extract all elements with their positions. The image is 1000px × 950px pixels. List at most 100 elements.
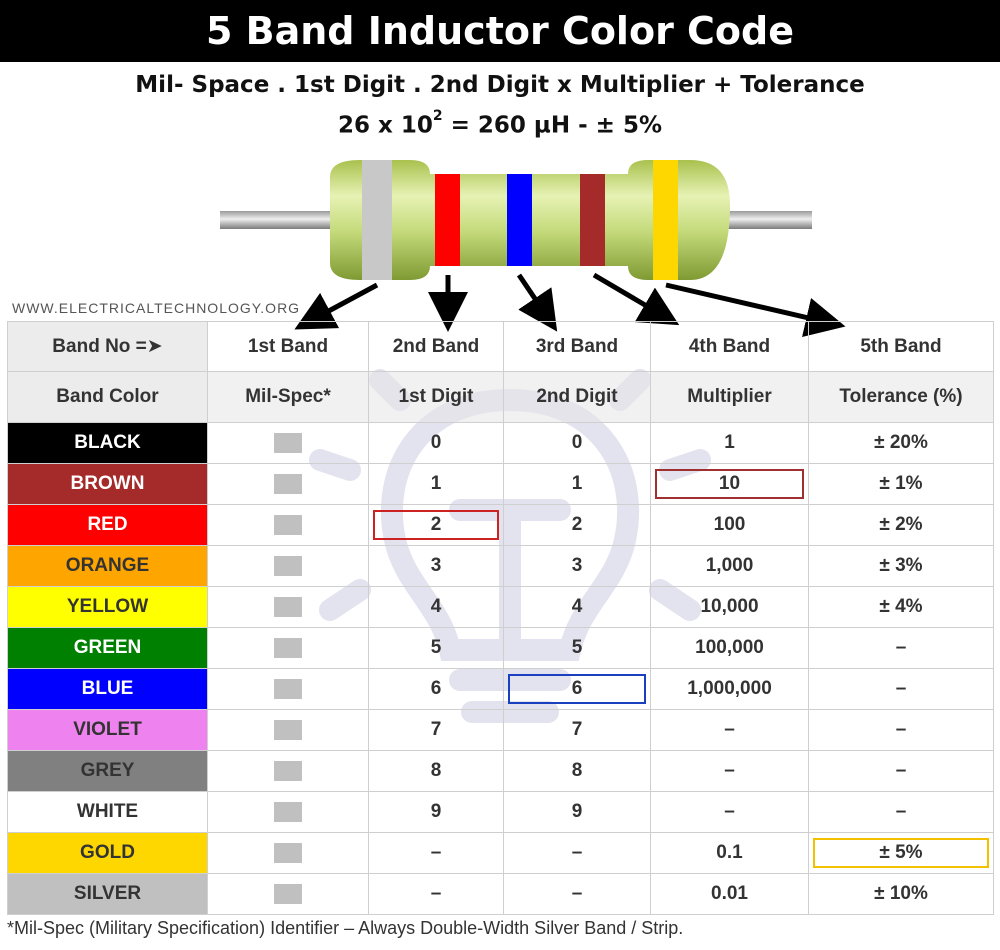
second-digit-cell-value: 1 [571, 473, 583, 494]
multiplier-cell: 100 [650, 504, 809, 546]
second-digit-cell-value: 8 [571, 760, 583, 781]
band-4 [580, 160, 605, 280]
color-name-cell: GREY [7, 750, 208, 792]
mil-spec-swatch [274, 637, 302, 658]
header-2nd-band: 2nd Band [368, 321, 504, 372]
second-digit-cell-value: 5 [571, 637, 583, 658]
first-digit-cell: 9 [368, 791, 504, 833]
color-name-cell: WHITE [7, 791, 208, 833]
header-2nd-digit: 2nd Digit [503, 371, 651, 423]
highlight-box [655, 469, 804, 499]
mil-spec-swatch [274, 801, 302, 822]
color-code-table: Band No =➤ 1st Band 2nd Band 3rd Band 4t… [7, 321, 994, 915]
header-mil-spec: Mil-Spec* [207, 371, 369, 423]
tolerance-cell-value: ± 4% [879, 596, 923, 617]
mil-spec-swatch [274, 514, 302, 535]
table-row: WHITE 9 9 – – [7, 791, 994, 833]
first-digit-cell-value: – [430, 842, 442, 863]
color-name-cell: YELLOW [7, 586, 208, 628]
inductor-diagram [220, 160, 846, 337]
mil-spec-cell [207, 586, 369, 628]
highlight-box [508, 674, 646, 704]
first-digit-cell: 7 [368, 709, 504, 751]
second-digit-cell: 8 [503, 750, 651, 792]
tolerance-cell-value: ± 2% [879, 514, 923, 535]
mil-spec-swatch [274, 555, 302, 576]
second-digit-cell: 3 [503, 545, 651, 587]
first-digit-cell: – [368, 832, 504, 874]
first-digit-cell: 5 [368, 627, 504, 669]
second-digit-cell-value: 3 [571, 555, 583, 576]
table-row: YELLOW 4 4 10,000 ± 4% [7, 586, 994, 628]
multiplier-cell: 0.01 [650, 873, 809, 915]
first-digit-cell: 1 [368, 463, 504, 505]
table-row: ORANGE 3 3 1,000 ± 3% [7, 545, 994, 587]
multiplier-cell-value: – [724, 801, 735, 822]
arrow-1st-band [294, 282, 379, 330]
color-name-cell: BROWN [7, 463, 208, 505]
multiplier-cell: 10,000 [650, 586, 809, 628]
first-digit-cell: 4 [368, 586, 504, 628]
multiplier-cell: – [650, 750, 809, 792]
color-name-cell: ORANGE [7, 545, 208, 587]
mil-spec-swatch [274, 719, 302, 740]
header-row-meaning: Band Color Mil-Spec* 1st Digit 2nd Digit… [7, 371, 994, 423]
multiplier-cell-value: 10 [718, 473, 741, 494]
multiplier-cell-value: 100,000 [695, 637, 764, 658]
header-5th-band: 5th Band [808, 321, 994, 372]
first-digit-cell-value: 5 [430, 637, 442, 658]
lead-right [720, 211, 812, 229]
first-digit-cell-value: 6 [430, 678, 442, 699]
second-digit-cell-value: 9 [571, 801, 583, 822]
second-digit-cell: – [503, 832, 651, 874]
second-digit-cell-value: 7 [571, 719, 583, 740]
multiplier-cell: 10 [650, 463, 809, 505]
second-digit-cell: 6 [503, 668, 651, 710]
first-digit-cell: 2 [368, 504, 504, 546]
header-band-color: Band Color [7, 371, 208, 423]
table-row: VIOLET 7 7 – – [7, 709, 994, 751]
multiplier-cell-value: 0.1 [716, 842, 743, 863]
table-row: RED 2 2 100 ± 2% [7, 504, 994, 546]
multiplier-cell-value: 100 [713, 514, 746, 535]
multiplier-cell: 1,000,000 [650, 668, 809, 710]
multiplier-cell-value: 1,000,000 [687, 678, 772, 699]
header-1st-band: 1st Band [207, 321, 369, 372]
first-digit-cell: 3 [368, 545, 504, 587]
header-multiplier: Multiplier [650, 371, 809, 423]
first-digit-cell-value: – [430, 883, 442, 904]
color-name-cell: GREEN [7, 627, 208, 669]
band-5 [653, 160, 678, 280]
table-row: SILVER – – 0.01 ± 10% [7, 873, 994, 915]
mil-spec-cell [207, 627, 369, 669]
mil-spec-swatch [274, 432, 302, 453]
mil-spec-swatch [274, 842, 302, 863]
tolerance-cell: ± 5% [808, 832, 994, 874]
tolerance-cell: ± 1% [808, 463, 994, 505]
tolerance-cell: ± 4% [808, 586, 994, 628]
page-title: 5 Band Inductor Color Code [0, 0, 1000, 62]
multiplier-cell-value: 0.01 [711, 883, 748, 904]
mil-spec-cell [207, 709, 369, 751]
lead-left [220, 211, 340, 229]
tolerance-cell-value: – [895, 760, 907, 781]
second-digit-cell: 9 [503, 791, 651, 833]
band-1-mil-spec [362, 160, 392, 280]
multiplier-cell: 1 [650, 422, 809, 464]
multiplier-cell-value: – [724, 719, 735, 740]
table-row: BROWN 1 1 10 ± 1% [7, 463, 994, 505]
tolerance-cell-value: – [895, 719, 907, 740]
multiplier-cell-value: 1,000 [705, 555, 754, 576]
color-name-cell: SILVER [7, 873, 208, 915]
multiplier-cell-value: – [724, 760, 735, 781]
highlight-box [813, 838, 989, 868]
table-row: GREEN 5 5 100,000 – [7, 627, 994, 669]
arrow-4th-band [592, 272, 680, 326]
tolerance-cell-value: ± 20% [874, 432, 928, 453]
color-name-cell: RED [7, 504, 208, 546]
table-row: BLUE 6 6 1,000,000 – [7, 668, 994, 710]
color-name-cell: GOLD [7, 832, 208, 874]
first-digit-cell-value: 0 [430, 432, 442, 453]
second-digit-cell-value: 4 [571, 596, 583, 617]
header-band-no: Band No =➤ [7, 321, 208, 372]
